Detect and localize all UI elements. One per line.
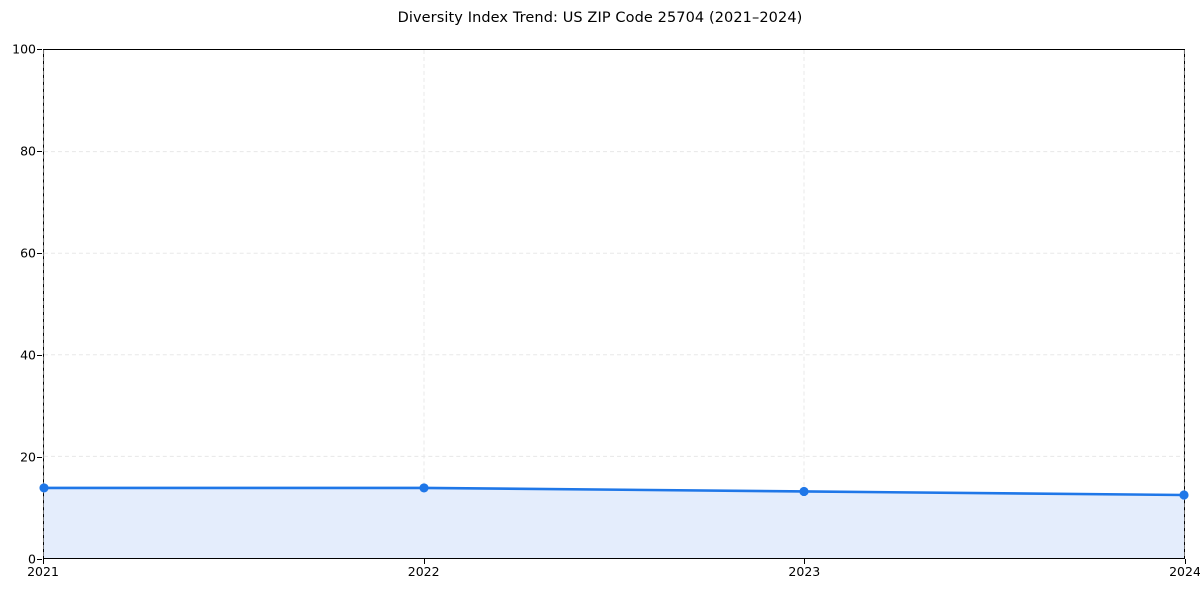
y-axis-tick-label: 40 bbox=[20, 347, 36, 363]
y-axis-tick-label: 80 bbox=[20, 143, 36, 159]
data-point-marker[interactable] bbox=[1179, 490, 1189, 500]
chart-title: Diversity Index Trend: US ZIP Code 25704… bbox=[397, 10, 803, 26]
y-axis-tick-mark bbox=[37, 253, 42, 254]
y-axis-tick-mark bbox=[37, 457, 42, 458]
y-axis-tick-label: 20 bbox=[20, 449, 36, 465]
y-axis-tick-label: 60 bbox=[20, 245, 36, 261]
y-axis-tick-labels: 0 20 40 60 80 100 bbox=[0, 42, 36, 567]
series-line bbox=[42, 486, 1186, 497]
series-area-fill bbox=[44, 487, 1184, 558]
grid-layer bbox=[43, 50, 1185, 558]
data-point-marker[interactable] bbox=[799, 486, 809, 497]
data-point-marker[interactable] bbox=[39, 483, 49, 493]
x-axis-tick-label: 2023 bbox=[788, 564, 821, 579]
y-axis-tick-mark bbox=[37, 559, 42, 560]
x-axis-tick-label: 2024 bbox=[1169, 564, 1200, 579]
y-axis-tick-mark bbox=[37, 49, 42, 50]
y-axis-tick-label: 100 bbox=[12, 41, 36, 57]
plot-area bbox=[39, 49, 1189, 559]
x-axis-tick-label: 2021 bbox=[27, 564, 59, 579]
x-axis-tick-labels: 2021 2022 2023 2024 bbox=[27, 564, 1200, 588]
y-axis-tick-mark bbox=[37, 355, 42, 356]
x-axis-tick-label: 2022 bbox=[407, 564, 440, 579]
y-axis-tick-mark bbox=[37, 151, 42, 152]
data-point-marker[interactable] bbox=[419, 483, 429, 493]
data-series-layer bbox=[39, 483, 1189, 558]
y-axis-tick-label: 0 bbox=[28, 551, 36, 567]
